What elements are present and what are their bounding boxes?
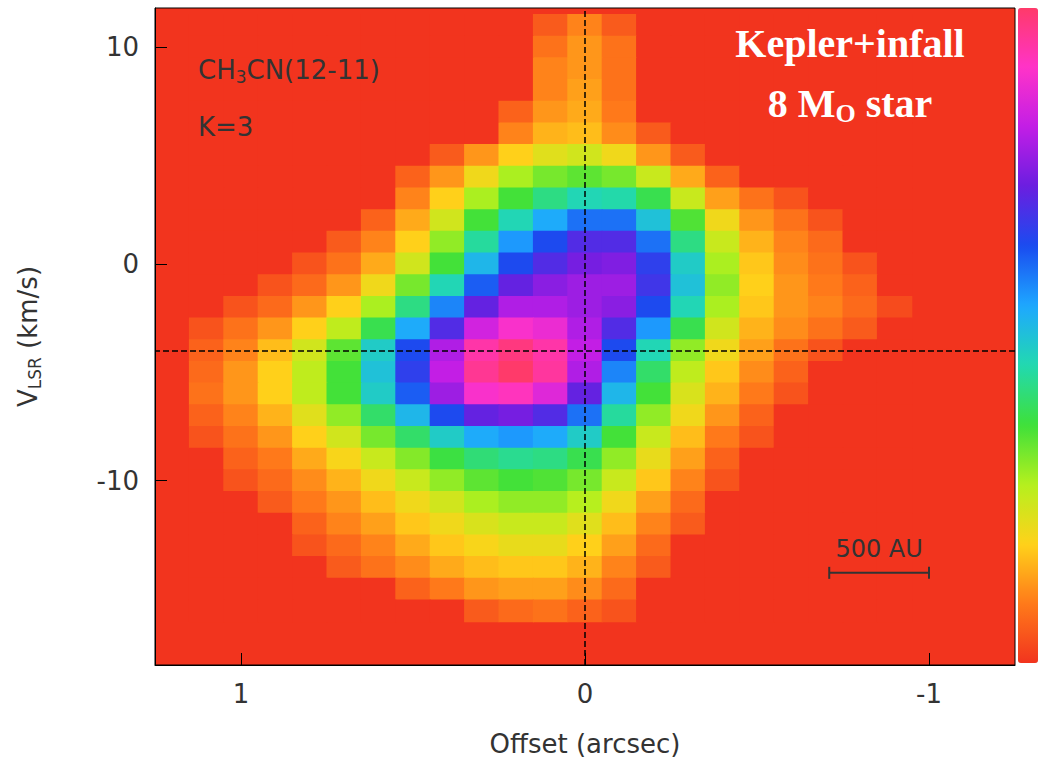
svg-text:CN(12-11): CN(12-11) xyxy=(247,55,380,85)
svg-text:star: star xyxy=(856,81,933,126)
svg-text:500 AU: 500 AU xyxy=(835,535,922,563)
svg-text:10: 10 xyxy=(106,32,139,62)
svg-text:Kepler+infall: Kepler+infall xyxy=(735,21,964,66)
svg-text:-1: -1 xyxy=(916,679,942,709)
svg-text:1: 1 xyxy=(233,679,250,709)
svg-text:0: 0 xyxy=(122,249,139,279)
svg-text:(km/s): (km/s) xyxy=(13,266,43,357)
svg-text:0: 0 xyxy=(577,679,594,709)
svg-text:LSR: LSR xyxy=(25,357,45,389)
svg-text:O: O xyxy=(835,99,855,128)
svg-text:-10: -10 xyxy=(97,466,139,496)
svg-text:K=3: K=3 xyxy=(198,112,253,142)
svg-text:Offset (arcsec): Offset (arcsec) xyxy=(490,729,681,759)
svg-text:3: 3 xyxy=(236,67,247,87)
svg-text:8 M: 8 M xyxy=(768,81,836,126)
svg-text:CH: CH xyxy=(198,55,236,85)
svg-text:V: V xyxy=(13,389,43,407)
